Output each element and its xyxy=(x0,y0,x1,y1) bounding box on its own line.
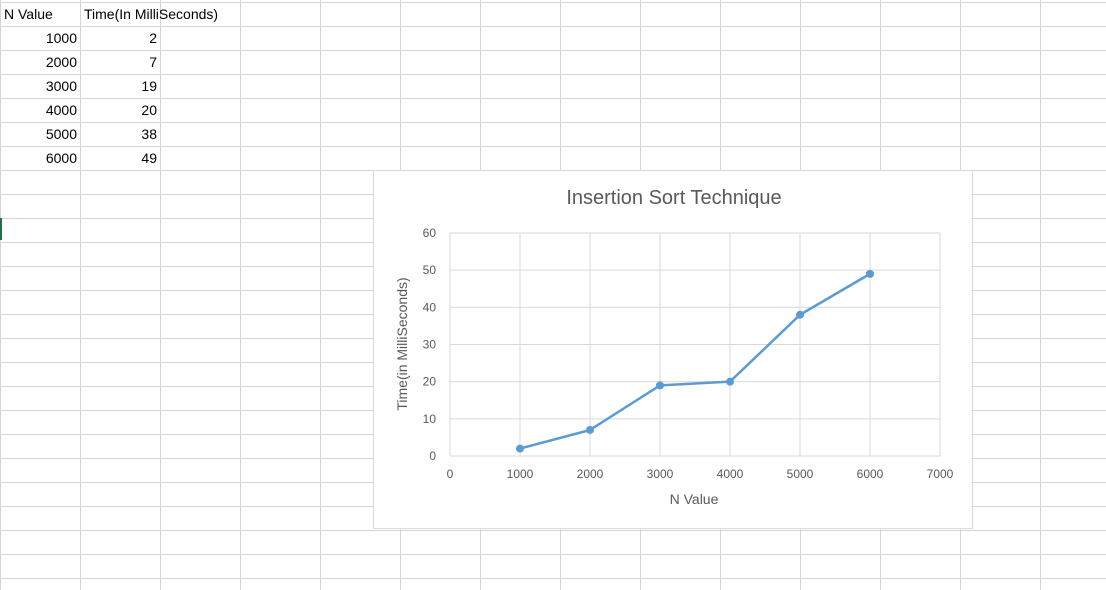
data-point xyxy=(866,269,874,278)
cell-time[interactable]: 20 xyxy=(141,102,157,118)
chart-title: Insertion Sort Technique xyxy=(566,187,781,209)
cell-time[interactable]: 2 xyxy=(149,30,157,46)
cell-n-value[interactable]: 3000 xyxy=(45,78,77,94)
x-tick-label: 0 xyxy=(447,467,454,481)
y-tick-label: 60 xyxy=(423,226,437,240)
y-tick-label: 0 xyxy=(429,449,436,463)
cell-time[interactable]: 38 xyxy=(141,126,157,142)
series-line xyxy=(519,272,871,450)
y-tick-label: 50 xyxy=(423,263,437,277)
gridlines xyxy=(449,232,941,457)
data-point xyxy=(516,444,524,453)
data-series xyxy=(516,269,874,453)
line-chart: 0 10 20 30 40 50 60 0 1000 2000 3000 4000 5000 6000 70… xyxy=(394,187,954,507)
cell-time[interactable]: 49 xyxy=(141,150,157,166)
cell-time[interactable]: 7 xyxy=(149,54,157,70)
chart-container[interactable]: 0 10 20 30 40 50 60 0 1000 2000 3000 4000 5000 6000 70… xyxy=(373,170,973,529)
active-cell-indicator xyxy=(0,218,2,240)
cell-n-value[interactable]: 1000 xyxy=(45,30,77,46)
axis-ticks: 0 10 20 30 40 50 60 0 1000 2000 3000 4000 5000 6000 70… xyxy=(423,226,954,481)
cell-n-value[interactable]: 6000 xyxy=(45,150,77,166)
x-tick-label: 7000 xyxy=(927,467,954,481)
x-tick-label: 6000 xyxy=(857,467,884,481)
y-tick-label: 40 xyxy=(423,300,437,314)
x-tick-label: 2000 xyxy=(577,467,604,481)
data-point xyxy=(656,381,664,390)
cell-n-value[interactable]: 2000 xyxy=(45,54,77,70)
cell-n-value[interactable]: 5000 xyxy=(45,126,77,142)
data-point xyxy=(726,377,734,386)
x-tick-label: 3000 xyxy=(647,467,674,481)
y-tick-label: 20 xyxy=(423,375,437,389)
y-axis-label: Time(in MilliSeconds) xyxy=(394,277,410,410)
data-point xyxy=(586,425,594,434)
y-tick-label: 10 xyxy=(423,412,437,426)
x-tick-label: 5000 xyxy=(787,467,814,481)
x-tick-label: 1000 xyxy=(507,467,534,481)
data-point xyxy=(796,310,804,319)
header-n-value[interactable]: N Value xyxy=(4,6,53,22)
x-axis-label: N Value xyxy=(670,491,719,507)
header-time[interactable]: Time(In MilliSeconds) xyxy=(84,6,219,22)
y-tick-label: 30 xyxy=(423,338,437,352)
cell-time[interactable]: 19 xyxy=(141,78,157,94)
x-tick-label: 4000 xyxy=(717,467,744,481)
cell-n-value[interactable]: 4000 xyxy=(45,102,77,118)
